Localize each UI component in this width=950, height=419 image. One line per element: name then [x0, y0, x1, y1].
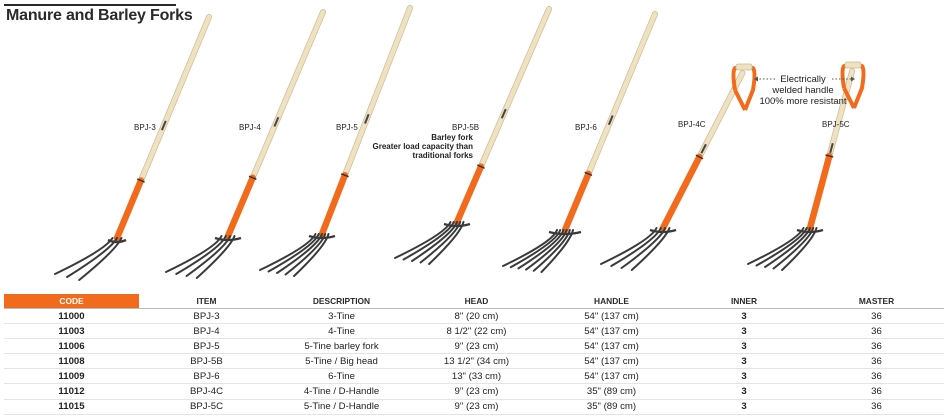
cell-inner: 3 [679, 353, 809, 370]
cell-description: 6-Tine [274, 368, 409, 385]
cell-handle: 54" (137 cm) [544, 323, 679, 340]
header-item: ITEM [139, 294, 274, 309]
cell-code: 11008 [4, 353, 139, 370]
cell-inner: 3 [679, 338, 809, 355]
fork-bpj-5: BPJ-5 [259, 5, 413, 277]
fork-note-line: Greater load capacity than [373, 142, 474, 151]
spec-table: CODE ITEM DESCRIPTION HEAD HANDLE INNER … [4, 294, 944, 415]
fork-note-line: traditional forks [413, 151, 474, 160]
cell-description: 4-Tine / D-Handle [274, 383, 409, 400]
fork-bpj-4c: BPJ-4C [600, 63, 757, 271]
fork-bpj-5c: BPJ-5C [747, 61, 866, 271]
cell-head: 8" (20 cm) [409, 308, 544, 325]
cell-master: 36 [809, 308, 944, 325]
table-row: 11008 BPJ-5B 5-Tine / Big head 13 1/2" (… [4, 353, 944, 370]
cell-handle: 54" (137 cm) [544, 368, 679, 385]
cell-handle: 54" (137 cm) [544, 308, 679, 325]
table-row: 11000 BPJ-3 3-Tine 8" (20 cm) 54" (137 c… [4, 308, 944, 325]
page-title: Manure and Barley Forks [6, 7, 193, 24]
cell-item: BPJ-3 [139, 308, 274, 325]
fork-bpj-3: BPJ-3 [54, 14, 212, 281]
table-row: 11006 BPJ-5 5-Tine barley fork 9" (23 cm… [4, 338, 944, 355]
cell-head: 8 1/2" (22 cm) [409, 323, 544, 340]
callout-line: welded handle [771, 85, 833, 96]
cell-code: 11003 [4, 323, 139, 340]
header-handle: HANDLE [544, 294, 679, 309]
fork-model-label: BPJ-4 [239, 123, 261, 132]
cell-head: 9" (23 cm) [409, 338, 544, 355]
callout-line: 100% more resistant [759, 96, 846, 107]
cell-inner: 3 [679, 368, 809, 385]
fork-model-label: BPJ-3 [134, 123, 156, 132]
cell-master: 36 [809, 338, 944, 355]
cell-description: 3-Tine [274, 308, 409, 325]
header-code: CODE [4, 294, 139, 309]
cell-handle: 54" (137 cm) [544, 338, 679, 355]
cell-code: 11012 [4, 383, 139, 400]
fork-model-label: BPJ-5C [822, 120, 850, 129]
fork-model-label: BPJ-5B [452, 123, 479, 132]
table-row: 11015 BPJ-5C 5-Tine / D-Handle 9" (23 cm… [4, 399, 944, 415]
cell-code: 11006 [4, 338, 139, 355]
cell-master: 36 [809, 368, 944, 385]
fork-bpj-6: BPJ-6 [502, 11, 658, 273]
cell-item: BPJ-4 [139, 323, 274, 340]
header-master: MASTER [809, 294, 944, 309]
cell-master: 36 [809, 323, 944, 340]
header-description: DESCRIPTION [274, 294, 409, 309]
cell-head: 13 1/2" (34 cm) [409, 353, 544, 370]
title-rule [4, 4, 176, 6]
cell-head: 9" (23 cm) [409, 399, 544, 415]
table-row: 11012 BPJ-4C 4-Tine / D-Handle 9" (23 cm… [4, 383, 944, 400]
cell-code: 11000 [4, 308, 139, 325]
fork-model-label: BPJ-4C [678, 120, 706, 129]
cell-handle: 35" (89 cm) [544, 399, 679, 415]
cell-inner: 3 [679, 323, 809, 340]
cell-description: 4-Tine [274, 323, 409, 340]
cell-code: 11015 [4, 399, 139, 415]
header-head: HEAD [409, 294, 544, 309]
cell-item: BPJ-6 [139, 368, 274, 385]
cell-item: BPJ-5B [139, 353, 274, 370]
cell-inner: 3 [679, 399, 809, 415]
cell-inner: 3 [679, 308, 809, 325]
fork-model-label: BPJ-5 [336, 123, 358, 132]
cell-head: 13" (33 cm) [409, 368, 544, 385]
cell-code: 11009 [4, 368, 139, 385]
cell-item: BPJ-5 [139, 338, 274, 355]
cell-master: 36 [809, 399, 944, 415]
fork-model-label: BPJ-6 [575, 123, 597, 132]
fork-note-line: Barley fork [431, 133, 473, 142]
cell-description: 5-Tine / D-Handle [274, 399, 409, 415]
fork-bpj-4: BPJ-4 [165, 9, 326, 279]
header-inner: INNER [679, 294, 809, 309]
cell-description: 5-Tine barley fork [274, 338, 409, 355]
cell-master: 36 [809, 383, 944, 400]
table-header-row: CODE ITEM DESCRIPTION HEAD HANDLE INNER … [4, 294, 944, 309]
cell-handle: 54" (137 cm) [544, 353, 679, 370]
cell-description: 5-Tine / Big head [274, 353, 409, 370]
callout-line: Electrically [780, 74, 826, 85]
cell-inner: 3 [679, 383, 809, 400]
cell-handle: 35" (89 cm) [544, 383, 679, 400]
cell-item: BPJ-5C [139, 399, 274, 415]
table-row: 11009 BPJ-6 6-Tine 13" (33 cm) 54" (137 … [4, 368, 944, 385]
cell-item: BPJ-4C [139, 383, 274, 400]
cell-head: 9" (23 cm) [409, 383, 544, 400]
cell-master: 36 [809, 353, 944, 370]
table-row: 11003 BPJ-4 4-Tine 8 1/2" (22 cm) 54" (1… [4, 323, 944, 340]
